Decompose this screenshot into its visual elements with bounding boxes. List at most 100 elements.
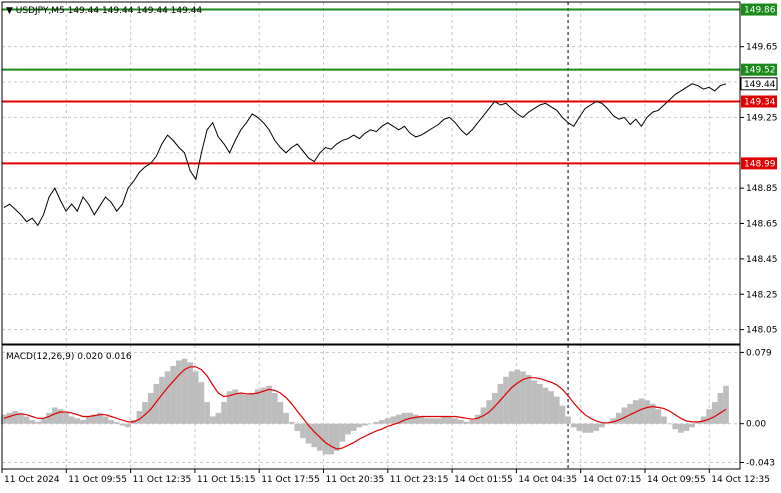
macd-histogram-bar [85,416,92,424]
level-badge [741,63,777,76]
macd-histogram-bar [503,376,509,424]
macd-histogram-bar [469,420,475,424]
macd-histogram-bar [125,423,131,428]
macd-histogram-bar [418,416,425,424]
macd-histogram-bar [429,418,436,424]
macd-histogram-bar [508,371,515,424]
macd-histogram-bar [520,371,526,424]
level-label: 149.34 [744,97,776,107]
x-tick-label: 11 Oct 23:15 [390,475,449,485]
macd-histogram-bar [412,414,419,424]
macd-histogram-bar [283,412,289,424]
macd-histogram-bar [700,416,707,424]
macd-histogram-bar [356,423,363,428]
macd-histogram-bar [362,423,368,426]
macd-histogram-bar [266,385,272,424]
macd-histogram-bar [553,396,560,424]
macd-histogram-bar [57,409,64,424]
macd-histogram-bar [68,416,75,424]
macd-histogram-bar [616,412,622,424]
macd-histogram-bar [379,420,385,424]
x-tick-label: 11 Oct 17:55 [261,475,320,485]
x-tick-label: 11 Oct 2024 [4,475,60,485]
macd-histogram-bar [396,414,402,424]
labels: 11 Oct 2024 11 Oct 09:55 11 Oct 12:35 11 Oc… [4,6,778,485]
macd-histogram-bar [491,393,498,424]
price-line [3,83,727,227]
x-tick-label: 14 Oct 12:35 [711,475,770,485]
macd-histogram-bar [441,416,447,424]
macd-histogram-bar [153,383,160,424]
macd-histogram-bar [350,423,357,431]
macd-histogram-bar [243,394,250,424]
y-tick-label: 148.85 [746,184,778,194]
macd-histogram-bar [51,407,58,424]
macd-histogram-bar [582,423,588,433]
level-label: 148.99 [744,159,776,169]
macd-histogram-bar [345,423,351,435]
level-label: 149.52 [744,66,776,76]
macd-histogram-bar [390,416,397,424]
macd-histogram-bar [271,393,278,424]
x-tick-label: 14 Oct 09:55 [647,475,706,485]
x-tick-label: 14 Oct 07:15 [583,475,642,485]
macd-histogram-bar [221,402,227,424]
macd-histogram-bar [80,420,86,424]
macd-histogram-bar [198,382,205,424]
macd-histogram-bar [277,402,284,424]
macd-histogram-bar [46,412,52,424]
macd-histogram-bar [300,423,306,439]
macd-histogram-bar [367,423,374,425]
macd-histogram-bar [627,403,633,424]
macd-histogram-bar [249,393,256,424]
macd-histogram-bar [689,423,695,428]
macd-histogram-bar [35,421,41,424]
macd-histogram-bar [63,412,69,424]
x-tick-label: 11 Oct 09:55 [68,475,127,485]
macd-histogram-bar [232,389,239,424]
macd-histogram-bar [525,374,532,424]
macd-histogram-bar [593,423,600,431]
macd-histogram-bar [717,393,724,424]
macd-histogram-bar [170,365,177,424]
macd-histogram-bar [23,416,30,424]
macd-histogram-bar [305,423,312,444]
macd-histogram-bar [683,423,690,431]
current-price-label: 149.44 [744,80,776,90]
macd-histogram-bar [531,380,538,424]
macd-histogram-bar [119,423,126,426]
price-series [3,83,727,227]
macd-histogram-bar [565,416,571,424]
macd-frame [1,344,741,470]
macd-histogram-bar [294,423,301,431]
macd-histogram-bar [672,423,679,430]
axes [1,1,744,473]
macd-histogram-bar [91,414,98,424]
macd-histogram-bar [108,420,114,424]
macd-histogram-bar [706,409,712,424]
macd-histogram-bar [147,393,154,424]
y-tick-label: 149.65 [746,43,778,53]
macd-histogram-bar [542,387,549,424]
y-tick-label: 149.25 [746,113,778,123]
macd-histogram-bar [384,418,391,424]
macd-histogram-bar [435,418,442,424]
macd-histogram-bar [142,402,148,424]
macd-histogram-bar [18,412,24,424]
grid [2,2,740,469]
macd-histogram-bar [678,423,684,433]
main-frame [1,1,741,345]
macd-histogram-bar [176,360,182,424]
macd-histogram-bar [649,403,656,424]
macd-histogram-bar [238,393,244,424]
macd-histogram-bar [164,371,171,424]
macd-histogram-bar [644,400,650,424]
macd-histogram-bar [12,411,19,424]
macd-histogram-bar [97,412,103,424]
macd-histogram-bar [661,416,667,424]
macd-histogram-bar [604,423,611,425]
x-tick-label: 11 Oct 20:35 [326,475,385,485]
macd-histogram-bar [204,402,210,424]
current-price-badge [740,77,778,91]
